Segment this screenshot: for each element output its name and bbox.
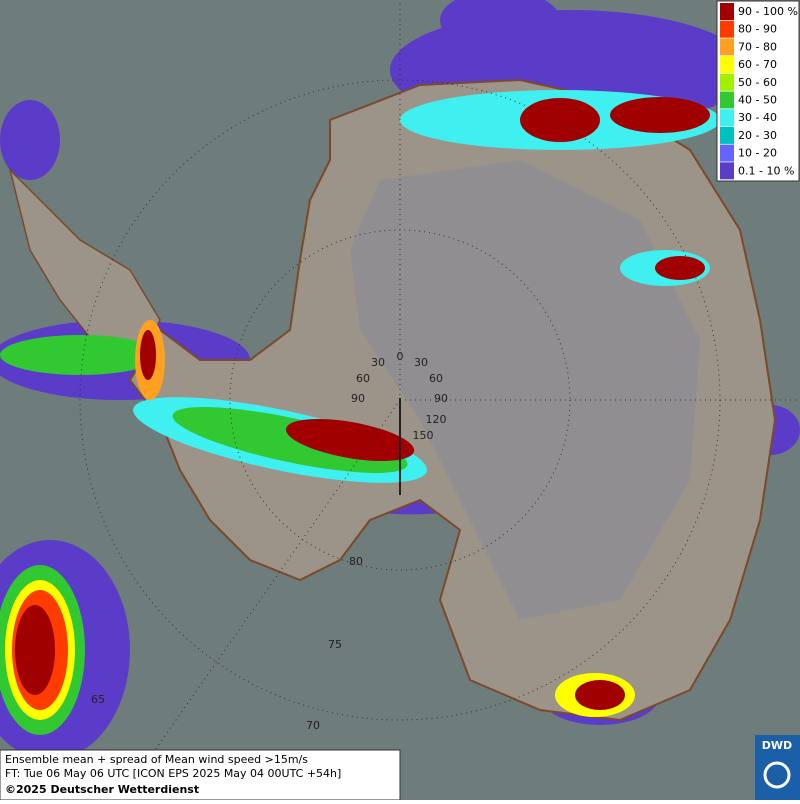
graticule xyxy=(79,0,800,801)
footer-line: Ensemble mean + spread of Mean wind spee… xyxy=(5,753,308,766)
grid-label: 0 xyxy=(397,350,404,363)
legend-swatch xyxy=(720,144,734,162)
grid-label: 90 xyxy=(351,392,365,405)
grid-label: 65 xyxy=(91,693,105,706)
legend-swatch xyxy=(720,162,734,180)
grid-label: 60 xyxy=(429,372,443,385)
legend-label: 80 - 90 xyxy=(738,23,777,36)
legend-swatch xyxy=(720,3,734,20)
legend-swatch xyxy=(720,109,734,127)
grid-label: 75 xyxy=(328,638,342,651)
legend-label: 90 - 100 % xyxy=(738,5,798,18)
grid-label: 30 xyxy=(414,356,428,369)
grid-label: 90 xyxy=(434,392,448,405)
legend-swatch xyxy=(720,20,734,38)
legend-label: 20 - 30 xyxy=(738,129,777,142)
wind-layer-high xyxy=(15,97,710,710)
legend-label: 40 - 50 xyxy=(738,94,777,107)
logo-swirl xyxy=(763,761,791,789)
grid-label: 120 xyxy=(426,413,447,426)
legend-label: 50 - 60 xyxy=(738,76,777,89)
grid-label: 60 xyxy=(356,372,370,385)
legend-label: 60 - 70 xyxy=(738,58,777,71)
legend-label: 70 - 80 xyxy=(738,40,777,53)
legend-label: 10 - 20 xyxy=(738,147,777,160)
legend: 90 - 100 % 80 - 90 70 - 80 60 - 70 50 - 60 40… xyxy=(716,0,800,182)
legend-label: 0.1 - 10 % xyxy=(738,164,794,177)
grid-label: 70 xyxy=(306,719,320,732)
footer-box xyxy=(0,749,401,801)
footer-line: FT: Tue 06 May 06 UTC [ICON EPS 2025 May… xyxy=(5,767,341,780)
grid-label: 150 xyxy=(413,429,434,442)
logo-text: DWD xyxy=(762,739,792,752)
plateau xyxy=(350,160,700,620)
legend-swatch xyxy=(720,126,734,144)
legend-swatch xyxy=(720,38,734,56)
grid-label: 30 xyxy=(371,356,385,369)
footer-line: ©2025 Deutscher Wetterdienst xyxy=(5,783,199,796)
logo-box xyxy=(755,735,800,800)
legend-swatch xyxy=(720,91,734,109)
legend-swatch xyxy=(720,56,734,74)
legend-label: 30 - 40 xyxy=(738,111,777,124)
grid-label: 80 xyxy=(349,555,363,568)
legend-swatch xyxy=(720,73,734,91)
